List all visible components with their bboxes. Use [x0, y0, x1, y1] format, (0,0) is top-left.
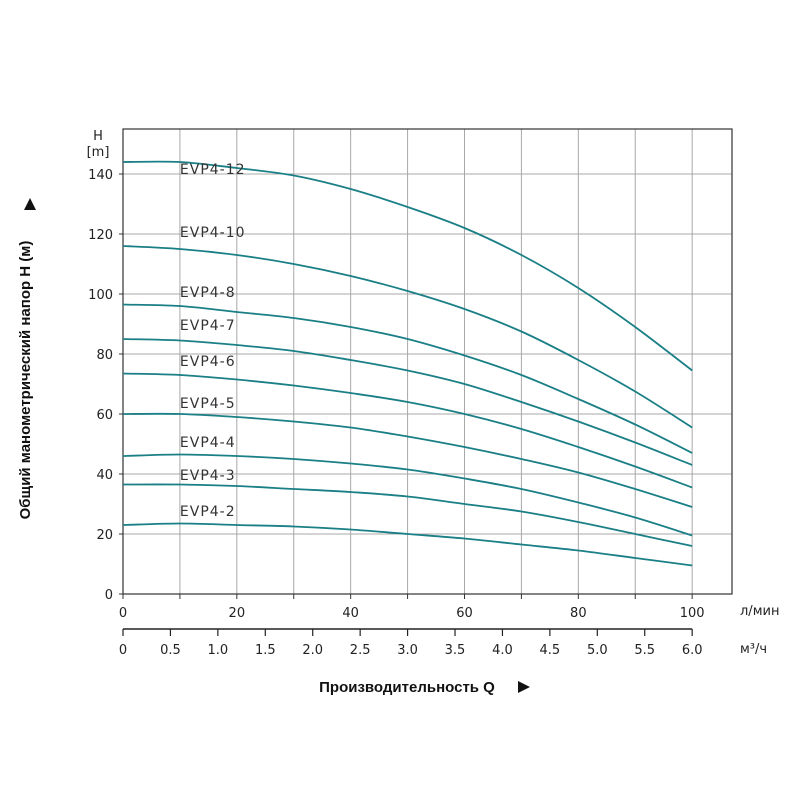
grid-layer: [123, 129, 732, 594]
secondary-tick-label: 2.0: [302, 643, 323, 658]
secondary-tick-label: 0: [119, 643, 127, 658]
x-axis-unit-m3h: м³/ч: [740, 642, 767, 657]
y-tick-label: 100: [88, 288, 113, 303]
plot-frame: [122, 128, 733, 595]
curve-evp4-10: [122, 245, 693, 429]
x-tick-label: 0: [119, 606, 127, 621]
series-label-evp4-3: EVP4-3: [180, 468, 236, 484]
y-axis: 0 20 40 60 80 100 120 140: [88, 168, 123, 603]
curve-evp4-5: [122, 412, 693, 508]
secondary-tick-label: 5.0: [587, 643, 608, 658]
y-tick-label: 0: [105, 588, 113, 603]
secondary-tick-label: 3.5: [445, 643, 466, 658]
secondary-tick-label: 2.5: [350, 643, 371, 658]
secondary-tick-label: 1.0: [208, 643, 229, 658]
series-label-evp4-5: EVP4-5: [180, 396, 236, 412]
series-label-evp4-2: EVP4-2: [180, 504, 236, 520]
x-tick-label: 40: [342, 606, 359, 621]
x-tick-label: 60: [456, 606, 473, 621]
y-axis-title: Общий манометрический напор H (м): [17, 241, 34, 520]
curve-evp4-6: [122, 372, 693, 489]
x-tick-label: 20: [229, 606, 246, 621]
y-axis-symbol: H: [93, 129, 103, 144]
series-label-evp4-12: EVP4-12: [180, 162, 246, 178]
y-tick-label: 20: [96, 528, 113, 543]
curve-evp4-2: [122, 522, 693, 567]
y-tick-label: 60: [96, 408, 113, 423]
y-axis-title-group: Общий манометрический напор H (м): [17, 198, 36, 519]
curve-evp4-4: [122, 453, 693, 537]
series-label-evp4-8: EVP4-8: [180, 285, 236, 301]
y-tick-label: 80: [96, 348, 113, 363]
secondary-tick-label: 3.0: [397, 643, 418, 658]
y-axis-unit: [m]: [87, 145, 110, 160]
series-label-evp4-4: EVP4-4: [180, 435, 236, 451]
x-axis-unit-lpm: л/мин: [740, 604, 779, 619]
y-tick-label: 120: [88, 228, 113, 243]
x-axis-primary: 0 20 40 60 80 100: [119, 594, 705, 621]
curve-evp4-12: [122, 160, 693, 372]
y-tick-label: 140: [88, 168, 113, 183]
x-tick-label: 80: [570, 606, 587, 621]
secondary-tick-label: 4.0: [492, 643, 513, 658]
secondary-tick-label: 6.0: [682, 643, 703, 658]
y-tick-label: 40: [96, 468, 113, 483]
series-label-evp4-10: EVP4-10: [180, 225, 246, 241]
curves-layer: [122, 160, 693, 567]
x-axis-title: Производительность Q: [319, 679, 495, 696]
secondary-tick-label: 0.5: [160, 643, 181, 658]
x-axis-secondary: 0 0.5 1.0 1.5 2.0 2.5 3.0 3.5 4.0 4.5 5.0 5.5 6.0: [119, 628, 703, 658]
secondary-tick-label: 4.5: [540, 643, 561, 658]
x-axis-arrow-icon: [518, 681, 530, 693]
secondary-tick-label: 5.5: [634, 643, 655, 658]
y-axis-arrow-icon: [24, 198, 36, 210]
curve-evp4-7: [122, 338, 693, 466]
curve-evp4-3: [122, 483, 693, 547]
series-label-evp4-6: EVP4-6: [180, 354, 236, 370]
series-label-evp4-7: EVP4-7: [180, 318, 236, 334]
x-tick-label: 100: [680, 606, 705, 621]
labels-layer: EVP4-12 EVP4-10 EVP4-8 EVP4-7 EVP4-6 EVP4-5 EV…: [180, 162, 246, 520]
curve-evp4-8: [122, 303, 693, 454]
secondary-tick-label: 1.5: [255, 643, 276, 658]
